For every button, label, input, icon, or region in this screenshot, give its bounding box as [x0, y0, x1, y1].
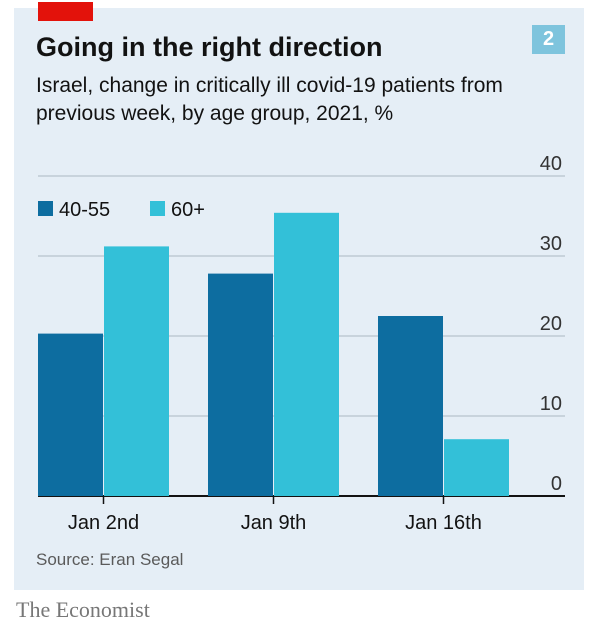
- axis-labels: 0 10 20 30 40 Jan 2nd Jan 9th Jan 16th: [68, 153, 562, 534]
- source-note: Source: Eran Segal: [36, 550, 184, 569]
- legend-swatch: [150, 201, 165, 216]
- y-tick-label: 40: [540, 153, 562, 175]
- legend-swatch: [38, 201, 53, 216]
- bar-60-1: [274, 212, 339, 497]
- bar-4055-0: [38, 333, 103, 496]
- legend-label: 60+: [171, 199, 205, 221]
- x-tick-label: Jan 9th: [241, 512, 307, 534]
- x-tick-label: Jan 2nd: [68, 512, 139, 534]
- x-tick-label: Jan 16th: [405, 512, 482, 534]
- bar-chart: 0 10 20 30 40 Jan 2nd Jan 9th Jan 16th 40-55 60+: [38, 153, 565, 534]
- bar-60-0: [104, 246, 169, 496]
- chart-subtitle: Israel, change in critically ill covid-1…: [36, 74, 503, 125]
- legend: 40-55 60+: [38, 199, 205, 221]
- chart-title: Going in the right direction: [36, 32, 383, 62]
- y-tick-label: 30: [540, 233, 562, 255]
- y-tick-label: 0: [551, 473, 562, 495]
- y-tick-label: 10: [540, 393, 562, 415]
- bar-4055-2: [378, 316, 443, 496]
- chart-number-badge: 2: [532, 25, 565, 54]
- brand-red-tag: [38, 2, 93, 21]
- y-tick-label: 20: [540, 313, 562, 335]
- bar-4055-1: [208, 273, 273, 496]
- bar-60-2: [444, 439, 509, 496]
- bars: [38, 212, 509, 497]
- legend-label: 40-55: [59, 199, 110, 221]
- publisher-logo: The Economist: [16, 597, 150, 622]
